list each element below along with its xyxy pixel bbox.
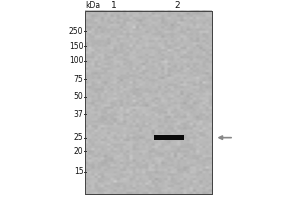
Text: 2: 2 <box>174 1 180 10</box>
Text: 250: 250 <box>69 27 83 36</box>
Text: 1: 1 <box>111 1 117 10</box>
Text: 75: 75 <box>74 75 83 84</box>
Text: 100: 100 <box>69 56 83 65</box>
Text: 50: 50 <box>74 92 83 101</box>
Text: kDa: kDa <box>85 1 100 10</box>
Bar <box>154 135 184 140</box>
Text: 25: 25 <box>74 133 83 142</box>
Text: 15: 15 <box>74 167 83 176</box>
Text: 150: 150 <box>69 42 83 51</box>
Text: 37: 37 <box>74 110 83 119</box>
Text: 20: 20 <box>74 147 83 156</box>
Bar <box>85 11 212 194</box>
Bar <box>85 11 212 194</box>
